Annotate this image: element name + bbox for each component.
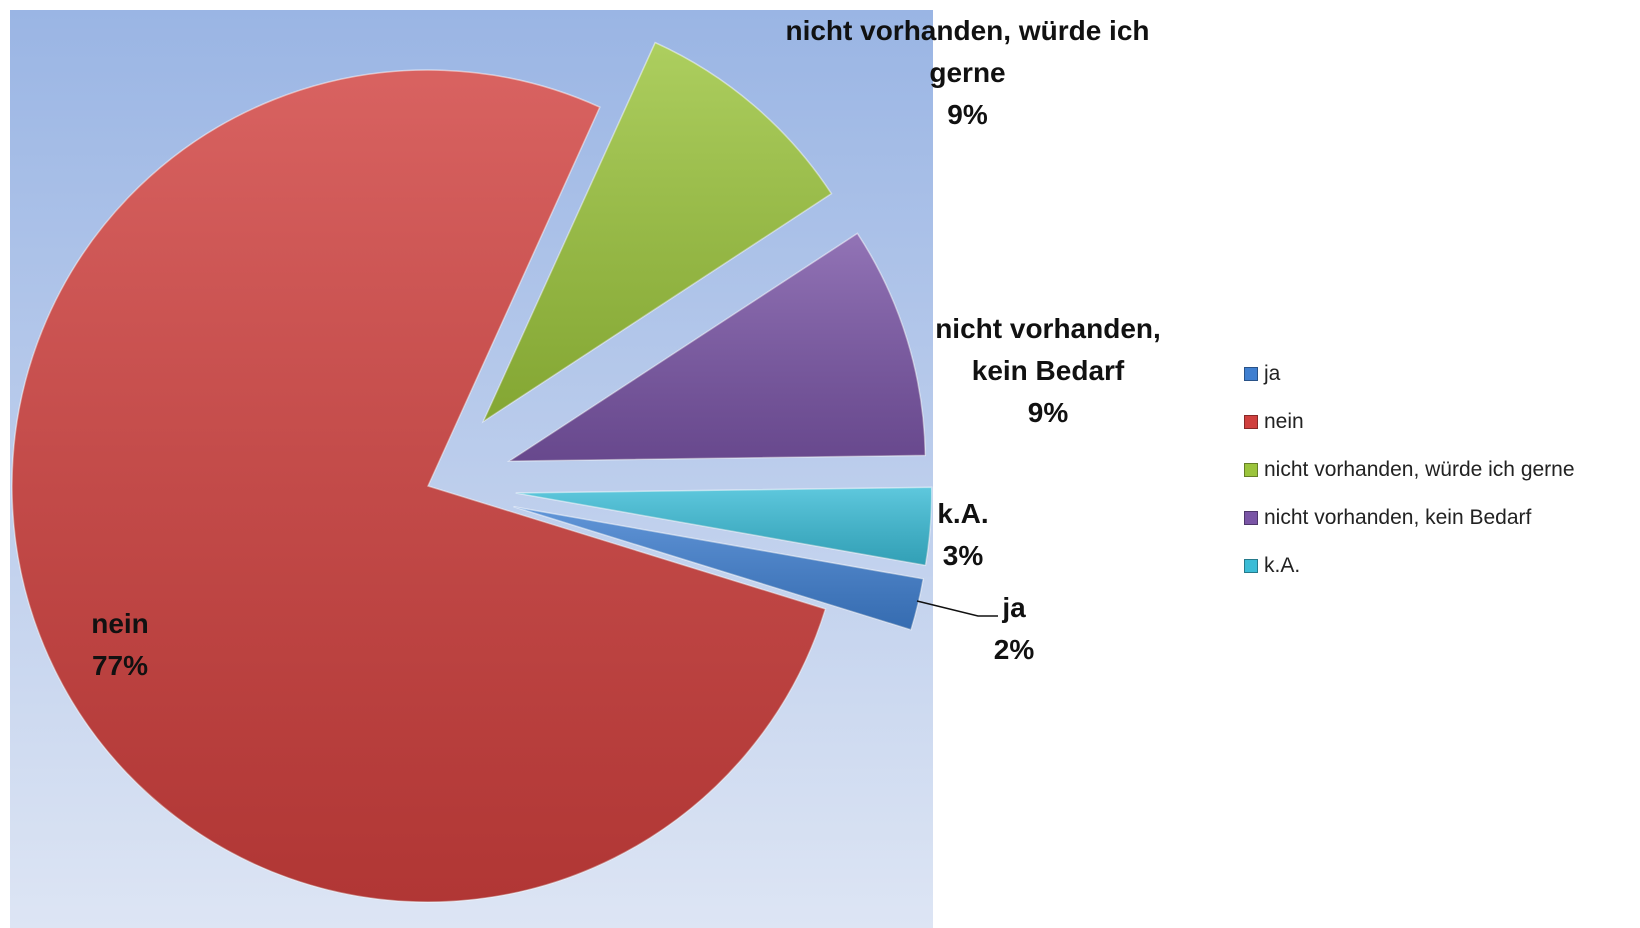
legend-label: ja xyxy=(1264,362,1281,385)
data-label: ja 2% xyxy=(954,587,1074,671)
legend-swatch xyxy=(1244,415,1258,429)
legend-swatch xyxy=(1244,367,1258,381)
legend-item: nein xyxy=(1244,410,1304,434)
data-label-name: nicht vorhanden, würde ich gerne xyxy=(785,15,1150,88)
legend-label: nicht vorhanden, würde ich gerne xyxy=(1264,458,1575,481)
legend-swatch xyxy=(1244,463,1258,477)
legend-item: k.A. xyxy=(1244,554,1300,578)
data-label: nicht vorhanden, würde ich gerne 9% xyxy=(780,10,1155,136)
legend-item: nicht vorhanden, kein Bedarf xyxy=(1244,506,1531,530)
data-label-value: 3% xyxy=(942,540,984,571)
data-label-value: 2% xyxy=(993,634,1035,665)
data-label-name: nicht vorhanden, kein Bedarf xyxy=(935,313,1161,386)
legend-label: k.A. xyxy=(1264,554,1301,577)
legend-item: nicht vorhanden, würde ich gerne xyxy=(1244,458,1575,482)
data-label-value: 9% xyxy=(1027,397,1069,428)
leader-line xyxy=(916,600,998,617)
legend-swatch xyxy=(1244,511,1258,525)
legend-label: nicht vorhanden, kein Bedarf xyxy=(1264,506,1532,529)
legend-item: ja xyxy=(1244,362,1280,386)
legend-label: nein xyxy=(1264,410,1304,433)
data-label: nicht vorhanden, kein Bedarf 9% xyxy=(918,308,1178,434)
data-label-value: 77% xyxy=(91,650,149,681)
data-label: k.A. 3% xyxy=(903,493,1023,577)
data-label-name: ja xyxy=(1002,592,1026,623)
data-label: nein 77% xyxy=(60,603,180,687)
data-label-name: nein xyxy=(91,608,149,639)
data-label-name: k.A. xyxy=(937,498,989,529)
legend-swatch xyxy=(1244,559,1258,573)
data-label-value: 9% xyxy=(947,99,988,130)
